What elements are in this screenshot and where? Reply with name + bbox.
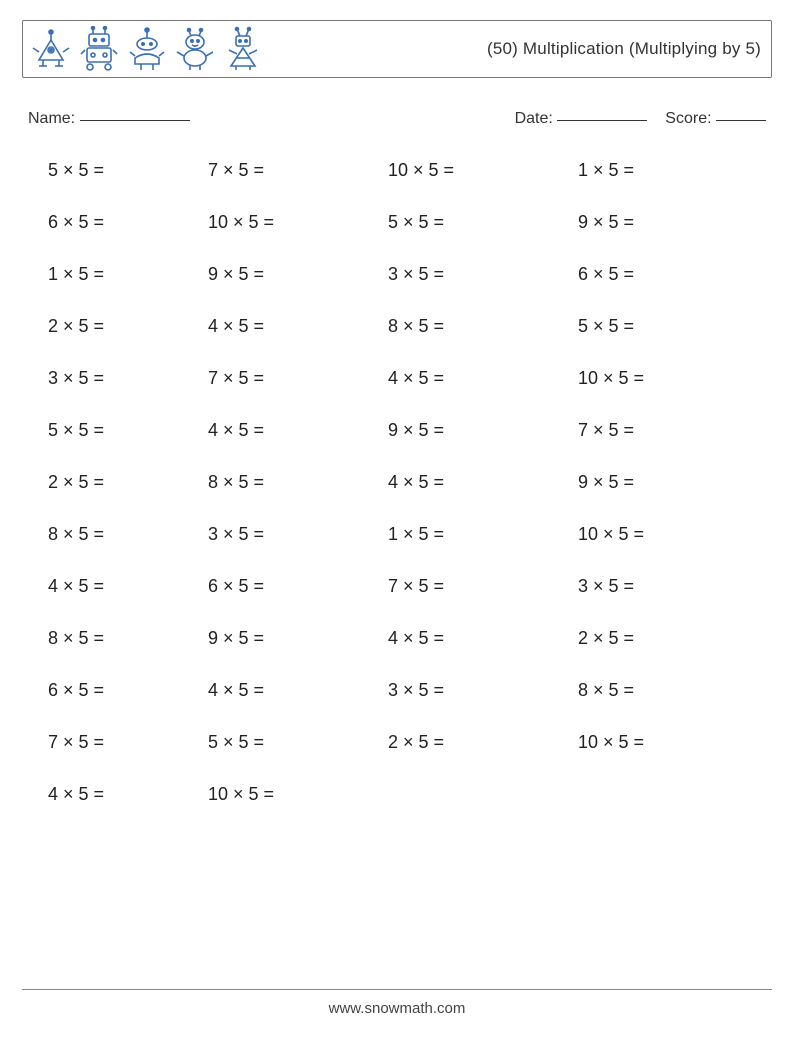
problem-cell: 10 × 5 = <box>208 212 388 233</box>
problem-cell: 10 × 5 = <box>578 524 748 545</box>
problem-cell: 9 × 5 = <box>388 420 578 441</box>
worksheet-title: (50) Multiplication (Multiplying by 5) <box>487 39 761 59</box>
footer-url: www.snowmath.com <box>329 1000 466 1017</box>
problem-cell: 7 × 5 = <box>208 160 388 181</box>
problem-cell: 10 × 5 = <box>208 784 388 805</box>
score-blank[interactable] <box>716 104 766 121</box>
date-field: Date: <box>515 106 648 128</box>
date-label: Date: <box>515 110 553 127</box>
problem-cell: 7 × 5 = <box>388 576 578 597</box>
problem-cell: 2 × 5 = <box>48 472 208 493</box>
problem-cell: 2 × 5 = <box>388 732 578 753</box>
problem-cell: 7 × 5 = <box>578 420 748 441</box>
problem-cell: 6 × 5 = <box>578 264 748 285</box>
problem-cell: 3 × 5 = <box>388 680 578 701</box>
problem-cell <box>578 784 748 805</box>
robot-icon-1 <box>31 26 71 72</box>
problem-cell: 4 × 5 = <box>48 576 208 597</box>
problem-cell: 8 × 5 = <box>48 628 208 649</box>
problem-cell: 8 × 5 = <box>48 524 208 545</box>
meta-row: Name: Date: Score: <box>22 106 772 128</box>
problem-cell: 8 × 5 = <box>208 472 388 493</box>
problem-cell: 3 × 5 = <box>48 368 208 389</box>
robot-icon-2 <box>79 26 119 72</box>
problem-cell: 9 × 5 = <box>578 472 748 493</box>
name-blank[interactable] <box>80 104 190 121</box>
score-field: Score: <box>665 106 766 128</box>
problem-cell: 10 × 5 = <box>578 732 748 753</box>
problem-cell: 4 × 5 = <box>388 368 578 389</box>
problem-cell: 2 × 5 = <box>578 628 748 649</box>
name-label: Name: <box>28 110 75 127</box>
problem-cell <box>388 784 578 805</box>
problem-cell: 9 × 5 = <box>578 212 748 233</box>
problem-cell: 7 × 5 = <box>208 368 388 389</box>
problem-cell: 9 × 5 = <box>208 628 388 649</box>
date-blank[interactable] <box>557 104 647 121</box>
problem-cell: 5 × 5 = <box>48 160 208 181</box>
problem-cell: 6 × 5 = <box>208 576 388 597</box>
problem-cell: 10 × 5 = <box>388 160 578 181</box>
robot-icon-row <box>31 26 263 72</box>
problem-cell: 4 × 5 = <box>208 680 388 701</box>
problem-cell: 5 × 5 = <box>208 732 388 753</box>
problem-cell: 3 × 5 = <box>578 576 748 597</box>
problem-cell: 4 × 5 = <box>388 628 578 649</box>
score-label: Score: <box>665 110 711 127</box>
header-box: (50) Multiplication (Multiplying by 5) <box>22 20 772 78</box>
worksheet-page: (50) Multiplication (Multiplying by 5) N… <box>0 0 794 1053</box>
problem-cell: 5 × 5 = <box>578 316 748 337</box>
problem-cell: 9 × 5 = <box>208 264 388 285</box>
problem-cell: 10 × 5 = <box>578 368 748 389</box>
problem-cell: 3 × 5 = <box>208 524 388 545</box>
problem-cell: 8 × 5 = <box>388 316 578 337</box>
problem-cell: 1 × 5 = <box>388 524 578 545</box>
robot-icon-5 <box>223 26 263 72</box>
problem-cell: 6 × 5 = <box>48 212 208 233</box>
problem-cell: 4 × 5 = <box>48 784 208 805</box>
problem-cell: 4 × 5 = <box>388 472 578 493</box>
problem-cell: 5 × 5 = <box>48 420 208 441</box>
problem-cell: 1 × 5 = <box>578 160 748 181</box>
footer: www.snowmath.com <box>22 989 772 1017</box>
robot-icon-3 <box>127 26 167 72</box>
problem-cell: 2 × 5 = <box>48 316 208 337</box>
robot-icon-4 <box>175 26 215 72</box>
problem-cell: 6 × 5 = <box>48 680 208 701</box>
problem-cell: 4 × 5 = <box>208 420 388 441</box>
problem-cell: 8 × 5 = <box>578 680 748 701</box>
problem-cell: 3 × 5 = <box>388 264 578 285</box>
problems-grid: 5 × 5 =7 × 5 =10 × 5 =1 × 5 =6 × 5 =10 ×… <box>22 160 772 805</box>
problem-cell: 4 × 5 = <box>208 316 388 337</box>
name-field: Name: <box>28 106 190 128</box>
problem-cell: 5 × 5 = <box>388 212 578 233</box>
problem-cell: 1 × 5 = <box>48 264 208 285</box>
problem-cell: 7 × 5 = <box>48 732 208 753</box>
